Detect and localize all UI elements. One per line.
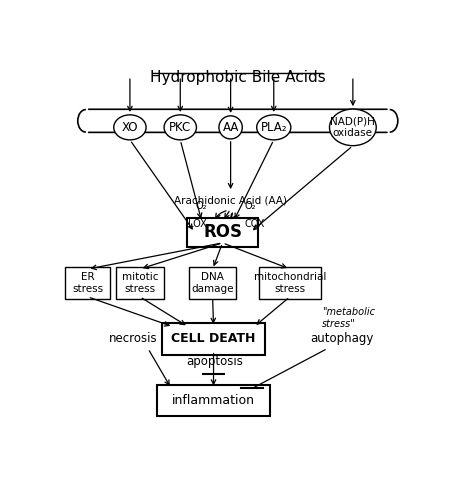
Text: NAD(P)H
oxidase: NAD(P)H oxidase (330, 116, 375, 138)
FancyBboxPatch shape (187, 218, 257, 246)
Text: ER
stress: ER stress (72, 272, 103, 293)
Text: PLA₂: PLA₂ (260, 121, 287, 134)
FancyBboxPatch shape (162, 323, 264, 354)
Ellipse shape (113, 115, 146, 140)
FancyBboxPatch shape (65, 267, 110, 298)
FancyBboxPatch shape (156, 384, 269, 416)
Ellipse shape (164, 115, 196, 140)
Text: apoptosis: apoptosis (186, 354, 242, 368)
Text: autophagy: autophagy (310, 332, 373, 345)
Text: CELL DEATH: CELL DEATH (171, 332, 255, 345)
Text: COX: COX (244, 218, 265, 228)
Text: mitotic
stress: mitotic stress (121, 272, 158, 293)
Text: LOX: LOX (188, 218, 207, 228)
Text: DNA
damage: DNA damage (191, 272, 233, 293)
Text: XO: XO (121, 121, 138, 134)
Text: mitochondrial
stress: mitochondrial stress (253, 272, 325, 293)
FancyBboxPatch shape (189, 267, 236, 298)
Ellipse shape (329, 109, 375, 146)
Text: PKC: PKC (169, 121, 191, 134)
Text: Arachidonic Acid (AA): Arachidonic Acid (AA) (174, 196, 287, 205)
Text: ROS: ROS (203, 224, 242, 242)
FancyBboxPatch shape (115, 267, 164, 298)
Text: AA: AA (222, 121, 238, 134)
Ellipse shape (219, 116, 242, 139)
Text: necrosis: necrosis (109, 332, 157, 345)
Text: "metabolic
stress": "metabolic stress" (322, 307, 375, 329)
FancyBboxPatch shape (259, 267, 320, 298)
Ellipse shape (256, 115, 290, 140)
Text: O₂: O₂ (195, 201, 207, 211)
Text: Hydrophobic Bile Acids: Hydrophobic Bile Acids (150, 70, 325, 84)
Text: O₂: O₂ (244, 201, 256, 211)
Text: inflammation: inflammation (172, 394, 255, 407)
